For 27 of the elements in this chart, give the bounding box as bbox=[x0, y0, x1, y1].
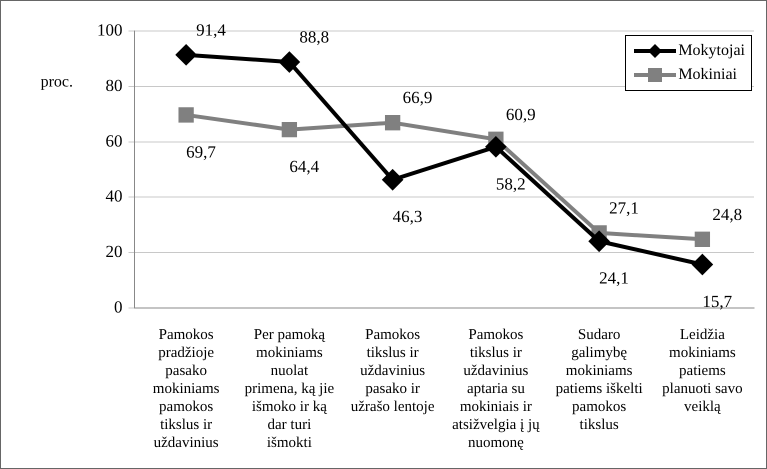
legend-label: Mokiniai bbox=[678, 66, 737, 84]
data-label: 66,9 bbox=[402, 88, 432, 108]
data-label: 46,3 bbox=[392, 207, 422, 226]
data-label: 88,8 bbox=[299, 27, 330, 46]
x-tick-label: Pamokos tikslus ir uždavinius pasako ir užrašo lentoje bbox=[350, 326, 435, 415]
data-label: 58,2 bbox=[496, 174, 526, 194]
legend-label: Mokytojai bbox=[678, 42, 745, 60]
y-tick-label: 80 bbox=[106, 76, 122, 95]
x-tick-label: Leidžia mokiniams patiems planuoti savo veiklą bbox=[662, 326, 743, 415]
data-label: 24,1 bbox=[599, 268, 629, 288]
data-label: 60,9 bbox=[506, 104, 536, 124]
y-axis-title: proc. bbox=[40, 74, 73, 91]
data-label: 24,8 bbox=[712, 204, 742, 224]
x-tick-label: Pamokos pradžioje pasako mokiniams pamokos tikslus ir uždavinius bbox=[152, 326, 220, 451]
x-tick-label: Sudaro galimybę mokiniams patiems iškelti pamokos tikslus bbox=[556, 326, 643, 433]
data-label: 91,4 bbox=[196, 20, 226, 40]
y-tick-label: 0 bbox=[114, 297, 122, 316]
data-label: 27,1 bbox=[609, 198, 639, 218]
x-tick-label: Pamokos tikslus ir uždavinius aptaria su mokiniais ir atsižvelgia į jų nuomonę bbox=[452, 326, 540, 451]
y-tick-label: 100 bbox=[97, 20, 122, 40]
y-tick-label: 40 bbox=[106, 186, 122, 206]
data-label: 15,7 bbox=[702, 292, 733, 311]
data-label: 64,4 bbox=[289, 157, 320, 176]
data-label: 69,7 bbox=[186, 142, 216, 162]
y-tick-label: 60 bbox=[106, 131, 122, 150]
x-tick-label: Per pamoką mokiniams nuolat primena, ką jie išmoko ir ką dar turi išmokti bbox=[244, 326, 334, 451]
y-tick-label: 20 bbox=[106, 242, 122, 262]
